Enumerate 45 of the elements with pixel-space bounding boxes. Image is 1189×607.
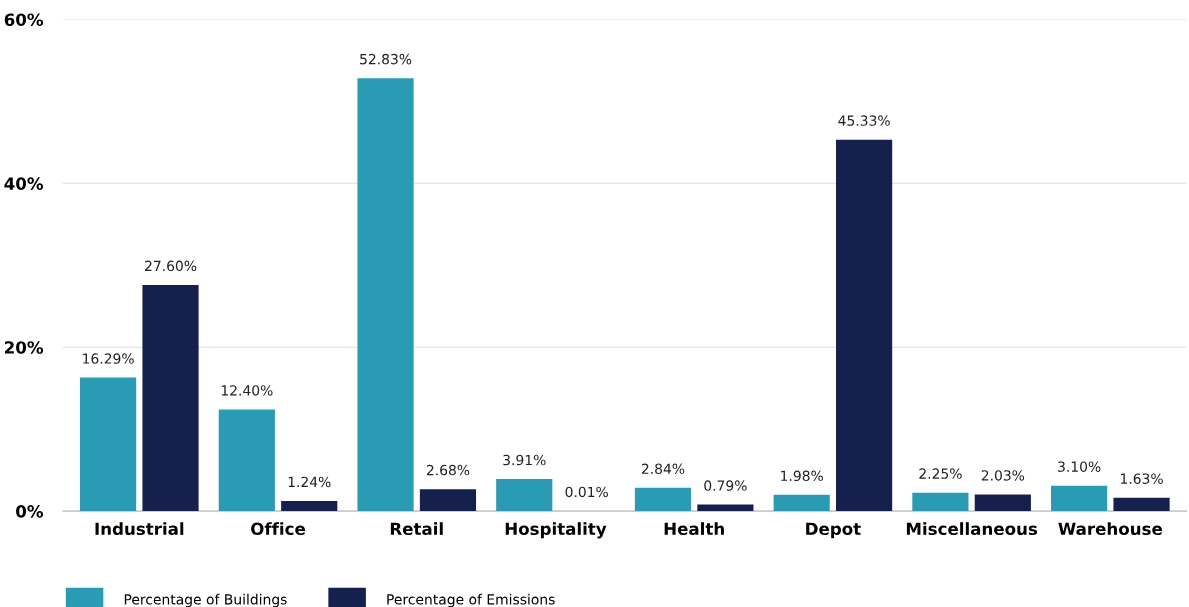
legend-label: Percentage of Emissions xyxy=(387,593,555,607)
data-label: 1.63% xyxy=(1121,473,1163,484)
bar xyxy=(1113,497,1170,512)
data-label: 2.68% xyxy=(426,464,470,476)
bar xyxy=(773,494,830,512)
bar xyxy=(974,494,1031,512)
bar xyxy=(142,284,199,512)
x-tick-label: Warehouse xyxy=(1058,522,1162,536)
data-label: 1.24% xyxy=(288,476,331,488)
x-tick-label: Depot xyxy=(806,522,861,539)
bar xyxy=(218,409,275,512)
bar xyxy=(419,489,477,512)
bar xyxy=(697,504,754,512)
x-tick-label: Retail xyxy=(390,522,443,536)
y-tick-label: 20% xyxy=(5,341,44,354)
x-tick-label: Industrial xyxy=(95,522,184,536)
bar xyxy=(912,492,969,512)
bar xyxy=(1051,485,1108,512)
x-tick-label: Office xyxy=(251,522,305,536)
x-tick-label: Health xyxy=(664,522,724,536)
data-label: 3.91% xyxy=(503,454,546,466)
data-label: 52.83% xyxy=(360,53,412,65)
bar xyxy=(836,139,893,512)
data-label: 16.29% xyxy=(83,353,134,364)
data-label: 2.25% xyxy=(919,468,962,479)
y-tick-label: 60% xyxy=(4,13,44,26)
data-label: 12.40% xyxy=(221,385,273,396)
x-tick-label: Miscellaneous xyxy=(906,522,1038,536)
data-label: 2.84% xyxy=(641,463,685,475)
bar xyxy=(496,479,553,512)
data-label: 0.79% xyxy=(704,480,747,491)
data-label: 45.33% xyxy=(838,115,890,126)
y-tick-label: 0% xyxy=(16,505,44,518)
legend-label: Percentage of Buildings xyxy=(124,593,287,607)
bar xyxy=(281,500,338,512)
y-tick-label: 40% xyxy=(4,177,44,190)
data-label: 3.10% xyxy=(1058,461,1101,472)
data-label: 0.01% xyxy=(565,486,608,498)
x-tick-label: Hospitality xyxy=(505,522,607,539)
bar xyxy=(357,78,414,512)
data-label: 1.98% xyxy=(781,470,823,482)
data-label: 2.03% xyxy=(981,470,1025,481)
bar xyxy=(634,487,692,512)
data-label: 27.60% xyxy=(145,260,197,272)
bar xyxy=(80,377,137,512)
